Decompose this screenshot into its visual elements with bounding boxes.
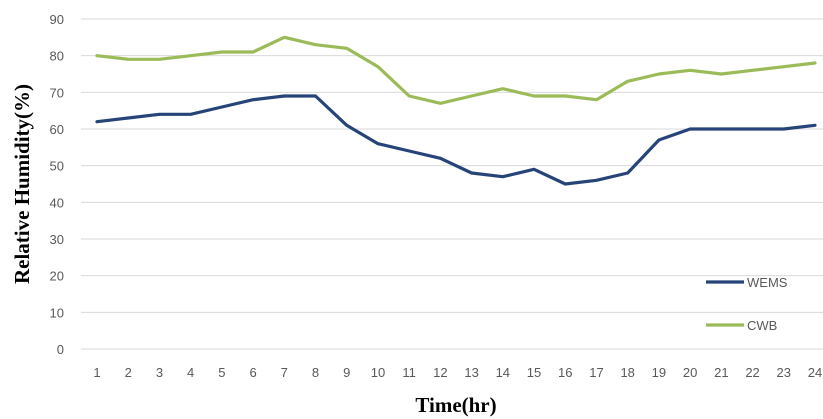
x-tick-label: 9 <box>343 365 350 380</box>
y-axis-title: Relative Humidity(%) <box>10 84 34 284</box>
legend: WEMS CWB <box>706 275 788 333</box>
y-tick-label: 70 <box>50 85 64 100</box>
x-tick-label: 20 <box>683 365 697 380</box>
x-tick-label: 11 <box>402 365 416 380</box>
x-tick-label: 13 <box>464 365 478 380</box>
y-tick-label: 80 <box>50 49 64 64</box>
x-tick-label: 16 <box>558 365 572 380</box>
x-tick-label: 10 <box>371 365 385 380</box>
x-tick-label: 7 <box>281 365 288 380</box>
x-tick-label: 18 <box>620 365 634 380</box>
y-tick-label: 50 <box>50 159 64 174</box>
x-axis-tick-labels: 1 2 3 4 5 6 7 8 9 10 11 12 13 14 15 16 17 18 19 20 21 22 23 24 <box>93 365 822 380</box>
y-tick-label: 90 <box>50 12 64 27</box>
x-tick-label: 12 <box>433 365 447 380</box>
x-tick-label: 24 <box>808 365 822 380</box>
y-tick-label: 20 <box>50 269 64 284</box>
y-tick-label: 30 <box>50 232 64 247</box>
x-tick-label: 14 <box>496 365 510 380</box>
x-tick-label: 8 <box>312 365 319 380</box>
y-tick-label: 0 <box>57 342 64 357</box>
x-tick-label: 5 <box>218 365 225 380</box>
y-tick-label: 40 <box>50 195 64 210</box>
x-tick-label: 15 <box>527 365 541 380</box>
series-lines <box>95 35 817 186</box>
legend-label-wems: WEMS <box>747 275 788 290</box>
y-tick-label: 10 <box>50 305 64 320</box>
x-tick-label: 1 <box>93 365 100 380</box>
y-axis-tick-labels: 0 10 20 30 40 50 60 70 80 90 <box>50 12 64 357</box>
gridlines <box>81 18 823 350</box>
legend-label-cwb: CWB <box>747 318 777 333</box>
x-tick-label: 3 <box>156 365 163 380</box>
x-axis-title: Time(hr) <box>415 393 496 417</box>
x-tick-label: 19 <box>652 365 666 380</box>
x-tick-label: 4 <box>187 365 194 380</box>
x-tick-label: 23 <box>777 365 791 380</box>
x-tick-label: 17 <box>589 365 603 380</box>
x-tick-label: 22 <box>745 365 759 380</box>
series-line-cwb <box>95 35 817 105</box>
y-tick-label: 60 <box>50 122 64 137</box>
x-tick-label: 6 <box>249 365 256 380</box>
series-line-wems <box>95 94 817 186</box>
x-tick-label: 21 <box>714 365 728 380</box>
x-tick-label: 2 <box>125 365 132 380</box>
